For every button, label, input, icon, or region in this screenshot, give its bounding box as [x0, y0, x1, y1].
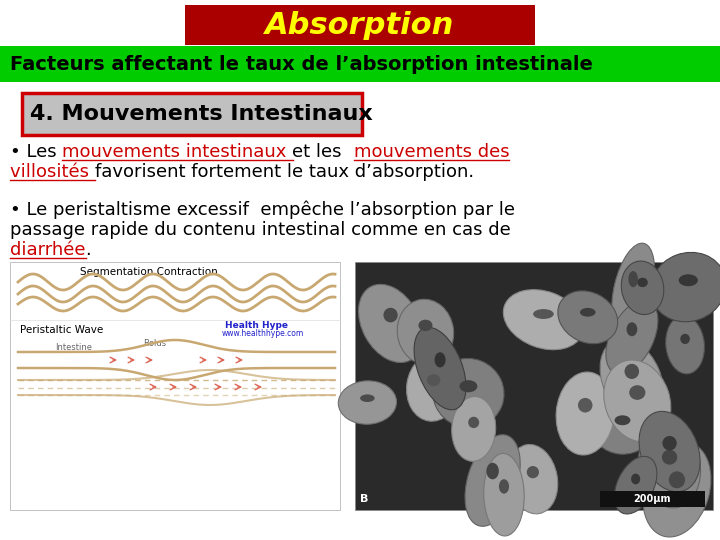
- Ellipse shape: [624, 364, 639, 379]
- Ellipse shape: [435, 352, 446, 367]
- FancyBboxPatch shape: [355, 262, 713, 510]
- Text: Bolus: Bolus: [143, 340, 166, 348]
- Ellipse shape: [580, 308, 595, 316]
- Ellipse shape: [680, 334, 690, 344]
- Ellipse shape: [338, 381, 397, 424]
- Ellipse shape: [650, 252, 720, 322]
- Text: mouvements des: mouvements des: [354, 143, 509, 161]
- Ellipse shape: [418, 320, 433, 331]
- Ellipse shape: [662, 436, 677, 450]
- Text: mouvements intestinaux: mouvements intestinaux: [63, 143, 292, 161]
- FancyBboxPatch shape: [185, 5, 535, 45]
- Ellipse shape: [558, 291, 618, 344]
- Text: favorisent fortement le taux d’absorption.: favorisent fortement le taux d’absorptio…: [95, 163, 474, 181]
- Text: Absorption: Absorption: [265, 10, 455, 39]
- Ellipse shape: [556, 372, 614, 455]
- Ellipse shape: [414, 327, 466, 410]
- FancyBboxPatch shape: [600, 491, 705, 507]
- Ellipse shape: [359, 285, 423, 362]
- Text: Peristaltic Wave: Peristaltic Wave: [20, 325, 103, 335]
- Ellipse shape: [621, 261, 664, 315]
- Ellipse shape: [643, 442, 711, 537]
- Ellipse shape: [615, 415, 631, 425]
- Ellipse shape: [503, 289, 583, 350]
- Ellipse shape: [679, 274, 698, 286]
- Text: Intestine: Intestine: [55, 342, 92, 352]
- Text: et les: et les: [292, 143, 354, 161]
- Ellipse shape: [626, 322, 637, 336]
- FancyBboxPatch shape: [22, 93, 362, 135]
- Text: diarrhée: diarrhée: [10, 241, 86, 259]
- Ellipse shape: [484, 454, 524, 536]
- Ellipse shape: [600, 339, 664, 422]
- Text: passage rapide du contenu intestinal comme en cas de: passage rapide du contenu intestinal com…: [10, 221, 510, 239]
- Ellipse shape: [533, 309, 554, 319]
- Ellipse shape: [407, 353, 461, 421]
- Ellipse shape: [508, 444, 558, 514]
- Ellipse shape: [639, 411, 700, 492]
- Ellipse shape: [639, 423, 701, 508]
- Text: • Le peristaltisme excessif  empêche l’absorption par le: • Le peristaltisme excessif empêche l’ab…: [10, 201, 515, 219]
- Ellipse shape: [433, 359, 504, 428]
- Ellipse shape: [662, 450, 678, 464]
- Text: • Les: • Les: [10, 143, 63, 161]
- Ellipse shape: [612, 243, 654, 334]
- Ellipse shape: [465, 435, 521, 526]
- Text: Health Hype: Health Hype: [225, 321, 288, 329]
- Ellipse shape: [527, 466, 539, 478]
- FancyBboxPatch shape: [10, 262, 340, 510]
- Text: Segmentation Contraction: Segmentation Contraction: [80, 267, 217, 277]
- Ellipse shape: [637, 278, 648, 287]
- Text: www.healthhype.com: www.healthhype.com: [222, 328, 305, 338]
- Ellipse shape: [666, 315, 704, 374]
- Ellipse shape: [487, 463, 499, 480]
- Ellipse shape: [606, 300, 658, 374]
- Ellipse shape: [669, 471, 685, 488]
- Ellipse shape: [397, 299, 454, 364]
- Ellipse shape: [360, 394, 374, 402]
- Ellipse shape: [468, 417, 480, 428]
- Text: B: B: [360, 494, 369, 504]
- Text: Facteurs affectant le taux de l’absorption intestinale: Facteurs affectant le taux de l’absorpti…: [10, 55, 593, 73]
- Ellipse shape: [451, 396, 495, 461]
- Ellipse shape: [629, 271, 638, 287]
- Ellipse shape: [614, 456, 657, 514]
- Text: 4. Mouvements Intestinaux: 4. Mouvements Intestinaux: [30, 104, 373, 124]
- Ellipse shape: [631, 474, 640, 484]
- Text: .: .: [86, 241, 91, 259]
- Ellipse shape: [427, 374, 441, 386]
- Ellipse shape: [499, 479, 509, 494]
- Ellipse shape: [591, 397, 654, 454]
- Ellipse shape: [604, 360, 671, 442]
- Ellipse shape: [459, 380, 477, 392]
- Ellipse shape: [629, 385, 645, 400]
- Text: 200μm: 200μm: [634, 494, 671, 504]
- Ellipse shape: [384, 308, 397, 322]
- FancyBboxPatch shape: [0, 46, 720, 82]
- Text: villosités: villosités: [10, 163, 95, 181]
- Ellipse shape: [578, 398, 593, 413]
